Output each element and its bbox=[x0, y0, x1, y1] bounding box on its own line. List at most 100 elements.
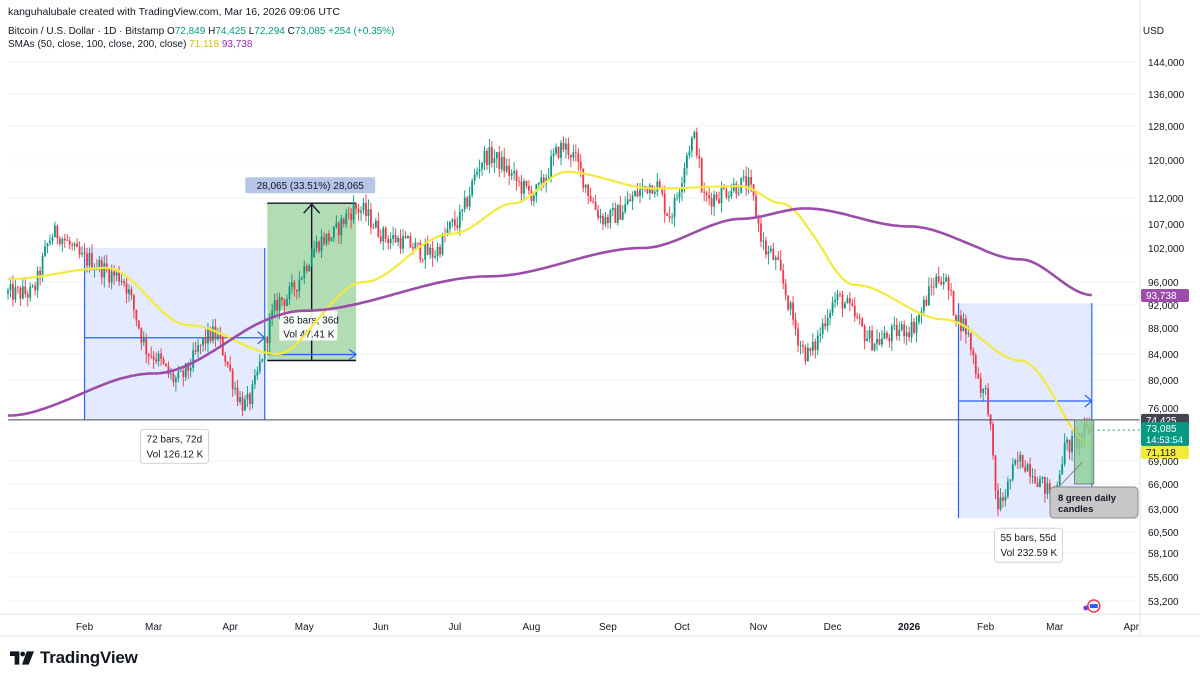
candle-421 bbox=[1046, 477, 1049, 499]
candle-139 bbox=[350, 208, 353, 229]
candle-46 bbox=[120, 274, 123, 286]
y-tick-label-13: 69,000 bbox=[1148, 457, 1179, 468]
candle-135 bbox=[340, 214, 343, 245]
sma-label: SMAs (50, close, 100, close, 200, close) bbox=[8, 39, 187, 50]
candle-126 bbox=[318, 240, 320, 254]
candle-378 bbox=[940, 276, 943, 286]
candle-329 bbox=[819, 327, 822, 344]
candle-291 bbox=[725, 187, 728, 200]
candle-358 bbox=[890, 323, 893, 352]
candle-body bbox=[411, 247, 414, 249]
candle-body bbox=[839, 293, 841, 295]
currency-label[interactable]: USD bbox=[1142, 26, 1164, 37]
candle-body bbox=[809, 347, 812, 351]
candle-body bbox=[407, 236, 409, 239]
candle-body bbox=[268, 318, 271, 344]
candle-body bbox=[384, 227, 387, 239]
candle-body bbox=[1061, 464, 1064, 475]
candle-body bbox=[66, 240, 69, 241]
candle-body bbox=[29, 286, 32, 298]
low-value: 72,294 bbox=[254, 26, 285, 37]
candle-130 bbox=[328, 230, 330, 245]
candle-body bbox=[584, 184, 587, 188]
candle-body bbox=[382, 227, 385, 242]
candle-410 bbox=[1019, 451, 1022, 469]
tradingview-logo[interactable]: TradingView bbox=[10, 648, 138, 668]
candle-body bbox=[730, 190, 733, 197]
candle-body bbox=[947, 277, 950, 291]
candle-body bbox=[848, 298, 851, 304]
candle-body bbox=[495, 152, 498, 159]
candle-body bbox=[757, 217, 760, 224]
candle-body bbox=[905, 332, 908, 337]
candle-18 bbox=[51, 233, 54, 245]
candle-267 bbox=[666, 212, 669, 217]
candle-88 bbox=[224, 351, 227, 367]
candle-124 bbox=[313, 240, 316, 258]
candle-body bbox=[394, 235, 397, 243]
candle-367 bbox=[913, 317, 915, 335]
candle-314 bbox=[782, 263, 785, 290]
candle-body bbox=[478, 169, 481, 172]
candle-343 bbox=[853, 297, 856, 323]
candle-body bbox=[197, 345, 199, 352]
candle-159 bbox=[399, 229, 402, 254]
candle-337 bbox=[839, 291, 841, 298]
candle-body bbox=[587, 184, 590, 196]
candle-90 bbox=[229, 356, 232, 373]
candle-223 bbox=[557, 146, 560, 160]
candle-189 bbox=[473, 168, 476, 185]
candle-209 bbox=[523, 178, 525, 202]
candle-body bbox=[663, 193, 666, 214]
candle-body bbox=[236, 387, 239, 402]
candle-body bbox=[347, 213, 350, 215]
candle-body bbox=[792, 302, 794, 320]
candle-body bbox=[44, 246, 46, 256]
candle-body bbox=[241, 397, 244, 411]
candle-body bbox=[49, 240, 51, 244]
candle-body bbox=[937, 276, 940, 282]
candle-body bbox=[747, 177, 750, 189]
candle-body bbox=[918, 314, 920, 323]
candle-394 bbox=[979, 372, 982, 399]
candle-body bbox=[300, 277, 303, 280]
candle-body bbox=[184, 363, 187, 378]
candle-3 bbox=[14, 280, 17, 303]
candle-body bbox=[528, 186, 530, 191]
y-tick-label-3: 120,000 bbox=[1148, 156, 1185, 167]
candle-373 bbox=[927, 277, 930, 306]
candle-body bbox=[170, 373, 172, 375]
candle-354 bbox=[881, 329, 883, 348]
candle-body bbox=[782, 270, 785, 284]
candle-body bbox=[856, 316, 859, 318]
candle-29 bbox=[78, 241, 81, 259]
price-tag-sub-2: 14:53:54 bbox=[1146, 435, 1183, 446]
candle-203 bbox=[508, 158, 511, 186]
candle-body bbox=[646, 186, 649, 193]
candle-37 bbox=[98, 255, 101, 273]
candle-body bbox=[624, 204, 627, 213]
candle-398 bbox=[989, 414, 992, 431]
candle-308 bbox=[767, 245, 770, 265]
y-tick-label-14: 66,000 bbox=[1148, 480, 1179, 491]
candle-body bbox=[389, 238, 392, 244]
candle-86 bbox=[219, 326, 222, 346]
candle-409 bbox=[1016, 451, 1019, 469]
candle-39 bbox=[103, 255, 106, 288]
candle-body bbox=[574, 152, 577, 154]
candle-body bbox=[26, 294, 29, 298]
candle-body bbox=[826, 317, 829, 327]
y-tick-label-0: 144,000 bbox=[1148, 58, 1185, 69]
candle-body bbox=[942, 281, 945, 285]
candle-405 bbox=[1006, 476, 1009, 499]
candle-body bbox=[577, 153, 580, 162]
candle-231 bbox=[577, 148, 580, 171]
candle-body bbox=[419, 242, 422, 260]
price-tag-label-2: 73,085 bbox=[1146, 424, 1177, 435]
candle-414 bbox=[1029, 457, 1031, 485]
candle-body bbox=[713, 194, 715, 207]
candle-body bbox=[666, 213, 669, 216]
candle-396 bbox=[984, 385, 987, 396]
candle-body bbox=[253, 375, 256, 385]
